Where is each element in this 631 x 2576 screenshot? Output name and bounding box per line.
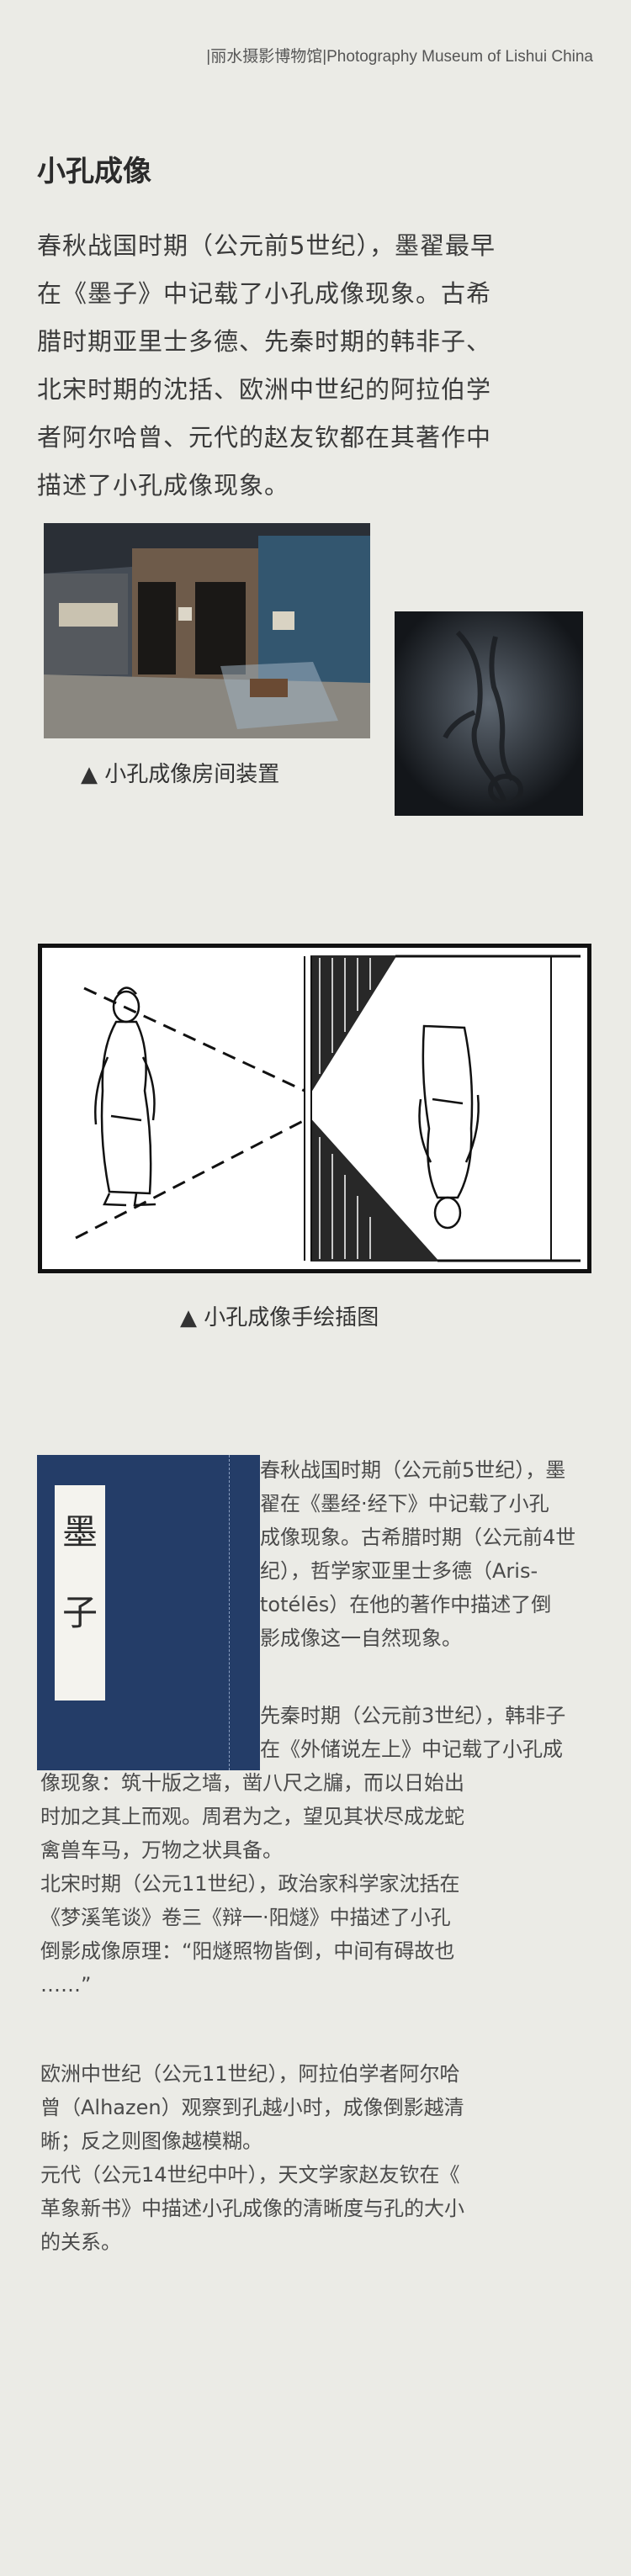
- pinhole-illustration: [75, 955, 581, 1262]
- page-title: 小孔成像: [37, 155, 151, 188]
- intro-paragraph: 春秋战国时期（公元前5世纪），墨翟最早 在《墨子》中记载了小孔成像现象。古希 腊…: [37, 222, 599, 510]
- text-line: 禽兽车马，万物之状具备。: [40, 1838, 283, 1862]
- pinhole-drawing: [38, 944, 591, 1273]
- text-line: 《梦溪笔谈》卷三《辩一·阳燧》中描述了小孔: [40, 1906, 451, 1929]
- text-line: 晰；反之则图像越模糊。: [40, 2129, 262, 2153]
- museum-header: |丽水摄影博物馆|Photography Museum of Lishui Ch…: [206, 48, 593, 66]
- drawing-caption-text: 小孔成像手绘插图: [204, 1305, 379, 1330]
- intro-line: 在《墨子》中记载了小孔成像现象。古希: [37, 279, 492, 308]
- text-line: 像现象：筑十版之墙，凿八尺之牖，而以日始出: [40, 1771, 464, 1795]
- text-line: totélēs）在他的著作中描述了倒: [260, 1593, 552, 1616]
- mozi-book-cover: 墨 子: [37, 1455, 260, 1770]
- text-line: 革象新书》中描述小孔成像的清晰度与孔的大小: [40, 2197, 464, 2220]
- text-line: 纪），哲学家亚里士多德（Aris-: [260, 1559, 538, 1583]
- intro-line: 描述了小孔成像现象。: [37, 471, 290, 500]
- text-line: 时加之其上而观。周君为之，望见其状尽成龙蛇: [40, 1805, 464, 1828]
- drawing-caption: ▲ 小孔成像手绘插图: [180, 1300, 379, 1331]
- inverted-projection-photo: [395, 611, 583, 816]
- intro-line: 春秋战国时期（公元前5世纪），墨翟最早: [37, 231, 496, 260]
- triangle-bullet-icon: ▲: [81, 762, 98, 787]
- text-line: 先秦时期（公元前3世纪），韩非子: [260, 1704, 566, 1727]
- room-installation-photo: [44, 523, 370, 738]
- book-title-char: 子: [61, 1592, 98, 1633]
- inverted-figure-projection: [395, 611, 583, 816]
- text-line: 曾（Alhazen）观察到孔越小时，成像倒影越清: [40, 2096, 464, 2119]
- book-binding-line: [229, 1455, 231, 1770]
- text-line: 的关系。: [40, 2230, 121, 2254]
- paragraph-hanfeizi-cont: 像现象：筑十版之墙，凿八尺之牖，而以日始出 时加之其上而观。周君为之，望见其状尽…: [40, 1766, 597, 1867]
- text-line: 在《外储说左上》中记载了小孔成: [260, 1738, 563, 1761]
- room-caption-text: 小孔成像房间装置: [104, 762, 280, 787]
- intro-line: 腊时期亚里士多德、先秦时期的韩非子、: [37, 327, 492, 356]
- room-scene: [44, 523, 370, 738]
- intro-line: 者阿尔哈曾、元代的赵友钦都在其著作中: [37, 423, 492, 452]
- text-line: 翟在《墨经·经下》中记载了小孔: [260, 1492, 549, 1515]
- paragraph-mozi-aristotle: 春秋战国时期（公元前5世纪），墨 翟在《墨经·经下》中记载了小孔 成像现象。古希…: [260, 1453, 595, 1655]
- room-caption: ▲ 小孔成像房间装置: [81, 757, 279, 788]
- text-line: 影成像这一自然现象。: [260, 1627, 462, 1650]
- text-line: 成像现象。古希腊时期（公元前4世: [260, 1526, 576, 1549]
- intro-line: 北宋时期的沈括、欧洲中世纪的阿拉伯学: [37, 375, 492, 404]
- text-line: 元代（公元14世纪中叶），天文学家赵友钦在《: [40, 2163, 460, 2187]
- text-line: 倒影成像原理：“阳燧照物皆倒，中间有碍故也: [40, 1939, 455, 1963]
- book-title-char: 墨: [61, 1511, 98, 1552]
- paragraph-zhaoyouqin: 元代（公元14世纪中叶），天文学家赵友钦在《 革象新书》中描述小孔成像的清晰度与…: [40, 2158, 597, 2259]
- paragraph-hanfeizi: 先秦时期（公元前3世纪），韩非子 在《外储说左上》中记载了小孔成: [260, 1699, 595, 1766]
- text-line: ……”: [40, 1973, 92, 1997]
- text-line: 春秋战国时期（公元前5世纪），墨: [260, 1458, 566, 1482]
- text-line: 欧洲中世纪（公元11世纪），阿拉伯学者阿尔哈: [40, 2062, 460, 2086]
- book-title-label: 墨 子: [55, 1485, 105, 1701]
- text-line: 北宋时期（公元11世纪），政治家科学家沈括在: [40, 1872, 460, 1896]
- paragraph-shenkuo: 北宋时期（公元11世纪），政治家科学家沈括在 《梦溪笔谈》卷三《辩一·阳燧》中描…: [40, 1867, 597, 2002]
- paragraph-alhazen: 欧洲中世纪（公元11世纪），阿拉伯学者阿尔哈 曾（Alhazen）观察到孔越小时…: [40, 2057, 597, 2158]
- triangle-bullet-icon: ▲: [180, 1305, 197, 1330]
